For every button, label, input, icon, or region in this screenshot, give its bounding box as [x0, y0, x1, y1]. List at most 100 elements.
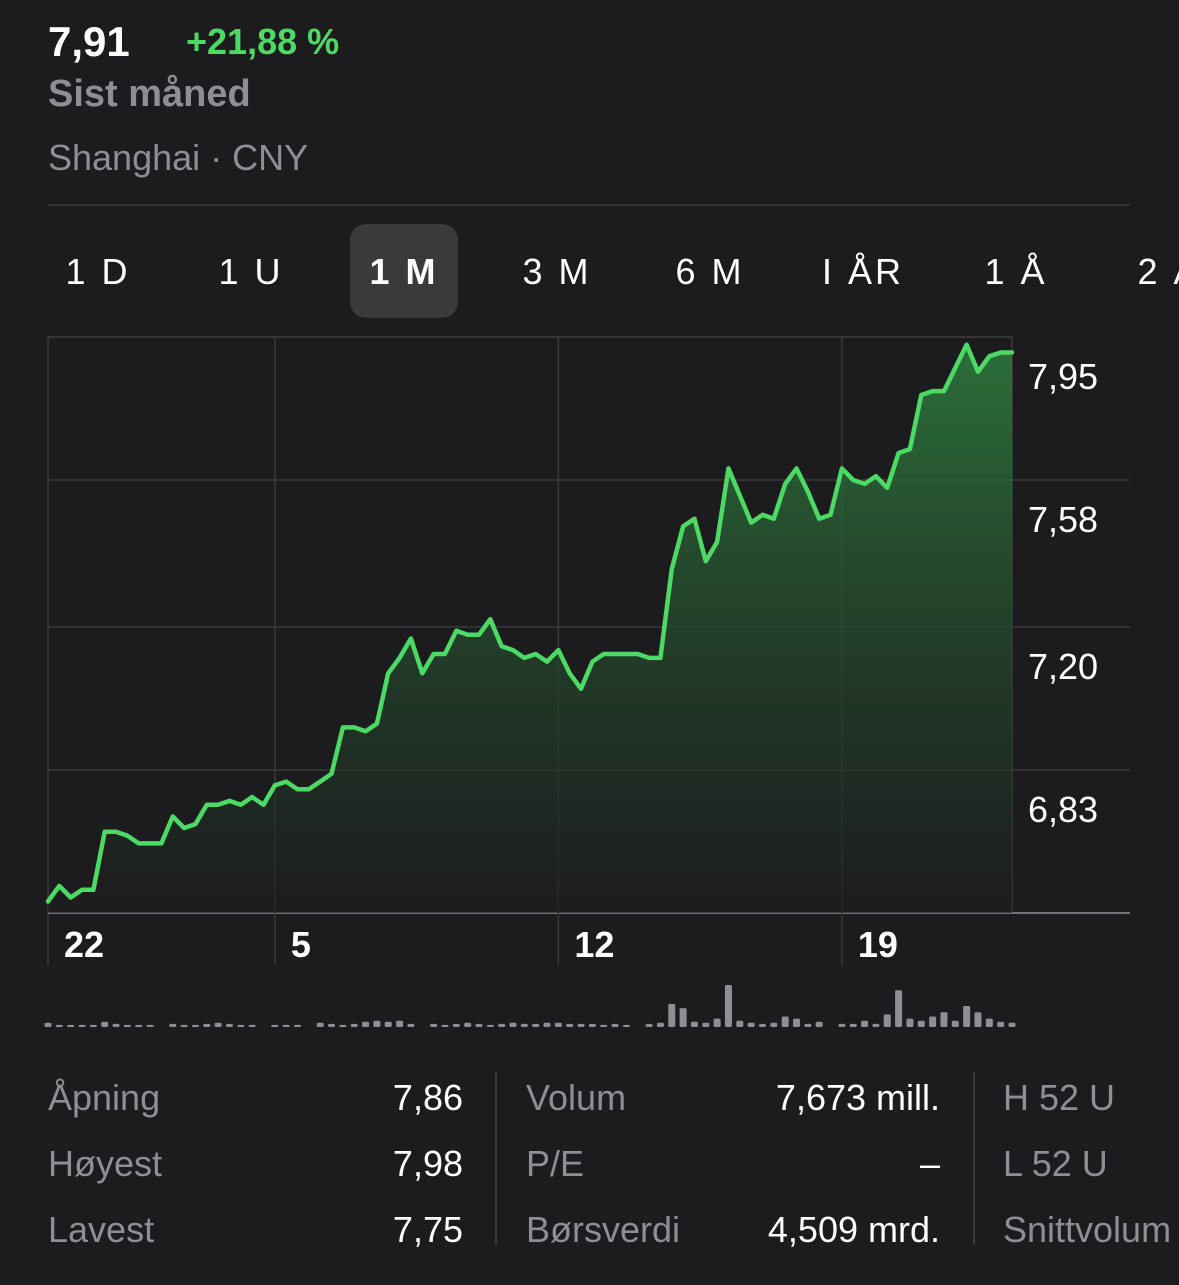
stat-value: – [920, 1143, 940, 1184]
volume-bar [237, 1024, 245, 1027]
tab[interactable]: 3 M [522, 251, 591, 292]
price: 7,91 [48, 18, 130, 65]
volume-bar [645, 1023, 653, 1027]
volume-bar [838, 1023, 846, 1027]
volume-bar [396, 1020, 404, 1027]
x-tick-label: 22 [64, 924, 104, 965]
volume-bar [861, 1020, 869, 1027]
volume-bar [724, 985, 732, 1027]
volume-bar [112, 1023, 120, 1027]
volume-bar [917, 1020, 925, 1027]
volume-bar [656, 1022, 664, 1027]
volume-bar [339, 1024, 347, 1027]
volume-bar [588, 1023, 596, 1027]
volume-bar [690, 1021, 698, 1027]
volume-bar [804, 1023, 812, 1027]
stat-value: 7,75 [393, 1209, 463, 1250]
stat-label: Volum [526, 1077, 626, 1118]
volume-bar [430, 1023, 438, 1027]
volume-bar [191, 1024, 199, 1027]
y-tick-label: 7,20 [1028, 646, 1098, 687]
volume-bar [350, 1023, 358, 1027]
volume-bar [282, 1024, 290, 1027]
volume-bar [498, 1023, 506, 1027]
volume-bar [271, 1024, 279, 1027]
volume-bar [793, 1018, 801, 1027]
volume-bar [373, 1020, 381, 1027]
volume-bar [520, 1023, 528, 1027]
tab[interactable]: 2 Å [1137, 251, 1179, 292]
volume-bar [781, 1016, 789, 1027]
volume-bar [849, 1023, 857, 1027]
volume-bar [441, 1024, 449, 1027]
volume-bar [611, 1023, 619, 1027]
volume-bar [407, 1023, 415, 1027]
volume-bar [622, 1024, 630, 1027]
volume-bar [543, 1022, 551, 1027]
volume-bar [713, 1018, 721, 1027]
x-tick-label: 12 [574, 924, 614, 965]
tab[interactable]: 6 M [675, 251, 744, 292]
volume-bar [101, 1021, 109, 1027]
volume-bar [475, 1023, 483, 1027]
volume-bar [67, 1024, 75, 1027]
stat-label: Børsverdi [526, 1209, 680, 1250]
volume-bar [328, 1023, 336, 1027]
volume-bar [929, 1016, 937, 1027]
volume-bar [214, 1022, 222, 1027]
volume-bar [770, 1022, 778, 1027]
volume-bar [997, 1021, 1005, 1027]
volume-bar [554, 1022, 562, 1027]
volume-bar [180, 1024, 188, 1027]
volume-bar [316, 1022, 324, 1027]
volume-bar [679, 1008, 687, 1027]
price-line [45, 342, 1015, 904]
volume-bar [123, 1024, 131, 1027]
volume-bar [169, 1023, 177, 1027]
stat-value: 7,98 [393, 1143, 463, 1184]
volume-bar [747, 1022, 755, 1027]
tab[interactable]: 1 Å [984, 251, 1047, 292]
tab[interactable]: 1 D [65, 251, 130, 292]
tab[interactable]: 1 U [218, 251, 283, 292]
stat-value: 7,86 [393, 1077, 463, 1118]
volume-bar [452, 1023, 460, 1027]
volume-bar [89, 1024, 97, 1027]
volume-bar [963, 1006, 971, 1027]
y-tick-label: 7,95 [1028, 356, 1098, 397]
y-tick-label: 7,58 [1028, 499, 1098, 540]
volume-bar [225, 1023, 233, 1027]
exchange: Shanghai · CNY [48, 137, 308, 178]
stat-value: 7,673 mill. [776, 1077, 940, 1118]
volume-bar [895, 990, 903, 1027]
change: +21,88 % [186, 21, 339, 62]
volume-bar [55, 1024, 63, 1027]
volume-bar [736, 1020, 744, 1027]
volume-bar [203, 1023, 211, 1027]
volume-bar [248, 1024, 256, 1027]
content: 1 D 1 U 1 M 3 M 6 M I ÅR 1 Å 2 Å 7,95 7,58 7,20 6,8… [44, 224, 1179, 1250]
volume-bar [815, 1021, 823, 1027]
stat-value: 4,509 mrd. [768, 1209, 940, 1250]
volume-bar [1008, 1022, 1016, 1027]
volume-bar [940, 1012, 948, 1027]
volume-bar [566, 1023, 574, 1027]
volume-bar [146, 1024, 154, 1027]
volume-bar [668, 1003, 676, 1027]
volume-bar [384, 1021, 392, 1027]
volume-bar [758, 1023, 766, 1027]
volume-bar [44, 1022, 52, 1027]
volume-bar [702, 1022, 710, 1027]
tab[interactable]: 1 M [369, 251, 438, 292]
stat-label: Snittvolum [1003, 1209, 1171, 1250]
volume-bar [883, 1014, 891, 1027]
tab[interactable]: I ÅR [822, 251, 904, 292]
y-tick-label: 6,83 [1028, 789, 1098, 830]
stat-label: Lavest [48, 1209, 154, 1250]
price-area [48, 344, 1012, 913]
volume-bar [464, 1022, 472, 1027]
volume-bar [985, 1018, 993, 1027]
volume-bar [486, 1024, 494, 1027]
volume-bar [362, 1021, 370, 1027]
